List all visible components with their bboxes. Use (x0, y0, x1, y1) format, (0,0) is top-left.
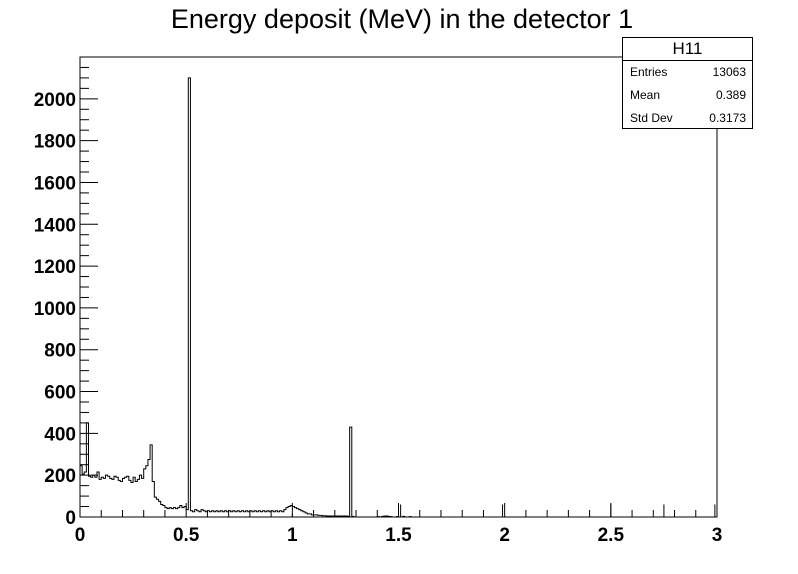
y-tick-label: 2000 (34, 90, 76, 111)
stats-row-mean: Mean 0.389 (623, 84, 752, 107)
y-tick-label: 1000 (34, 299, 76, 320)
y-tick-label: 200 (44, 466, 76, 487)
y-tick-label: 0 (65, 508, 76, 529)
x-tick-label: 1 (287, 525, 298, 546)
histogram-spikes (291, 504, 716, 517)
stats-value: 13063 (712, 65, 746, 79)
stats-value: 0.3173 (709, 111, 746, 125)
y-tick-label: 1600 (34, 173, 76, 194)
y-tick-label: 1800 (34, 132, 76, 153)
chart-title: Energy deposit (MeV) in the detector 1 (171, 4, 633, 34)
stats-value: 0.389 (715, 88, 746, 102)
x-tick-label: 0 (75, 525, 86, 546)
x-axis-ticks (79, 503, 718, 517)
stats-row-stddev: Std Dev 0.3173 (623, 107, 752, 130)
stats-label: Std Dev (630, 111, 673, 125)
stats-label: Entries (630, 65, 668, 79)
x-tick-label: 3 (712, 525, 723, 546)
y-tick-label: 400 (44, 424, 76, 445)
y-tick-label: 1400 (34, 215, 76, 236)
x-tick-label: 2.5 (598, 525, 625, 546)
histogram-series (79, 77, 420, 518)
y-tick-labels: 0 200 400 600 800 1000 1200 1400 1600 1800 2000 (34, 90, 76, 529)
y-axis-ticks (80, 56, 98, 518)
y-tick-label: 600 (44, 383, 76, 404)
plot-frame (79, 56, 718, 518)
stats-box: H11 Entries 13063 Mean 0.389 Std Dev 0.3… (622, 37, 753, 129)
stats-title: H11 (623, 38, 752, 61)
x-tick-labels: 0 0.5 1 1.5 2 2.5 3 (75, 525, 723, 546)
y-tick-label: 800 (44, 341, 76, 362)
y-tick-label: 1200 (34, 257, 76, 278)
stats-label: Mean (630, 88, 661, 102)
x-tick-label: 2 (499, 525, 510, 546)
stats-row-entries: Entries 13063 (623, 61, 752, 84)
x-tick-label: 0.5 (173, 525, 200, 546)
x-tick-label: 1.5 (385, 525, 412, 546)
